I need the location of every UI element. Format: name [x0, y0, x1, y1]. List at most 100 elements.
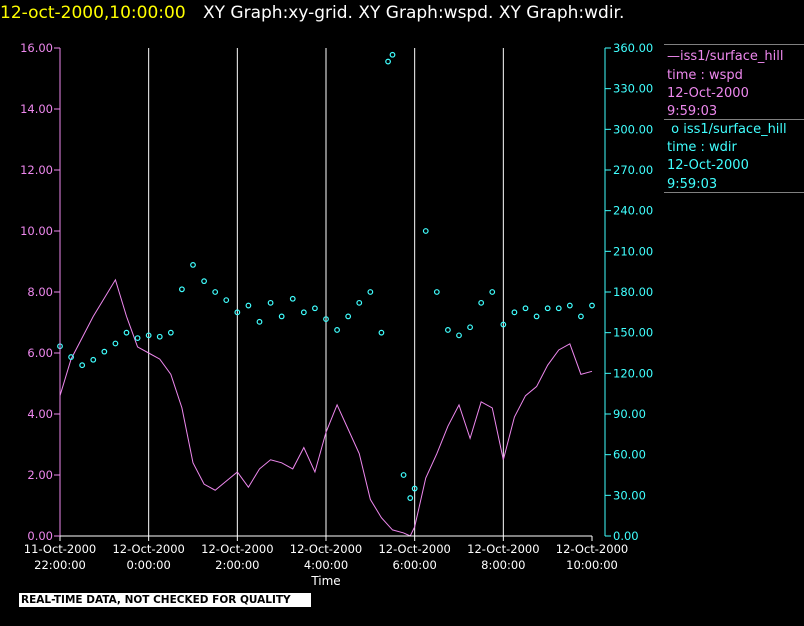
wdir-point — [68, 354, 74, 360]
legend-wspd-var: time : wspd — [667, 68, 743, 83]
right-y-tick-label: 270.00 — [613, 163, 653, 177]
wdir-point — [407, 495, 414, 501]
wdir-point — [467, 324, 473, 331]
x-axis-label: Time — [310, 574, 340, 588]
right-y-tick-label: 360.00 — [613, 41, 653, 55]
wdir-point — [456, 332, 462, 339]
wdir-point — [411, 485, 418, 492]
wdir-point — [385, 58, 391, 65]
wdir-point — [167, 329, 174, 336]
legend-wspd-series: —iss1/surface_hill — [667, 49, 784, 64]
wdir-point — [234, 309, 241, 316]
x-tick-label: 22:00:00 — [34, 558, 86, 572]
title-timestamp: 12-oct-2000,10:00:00 — [0, 3, 186, 23]
legend-wspd-time: 9:59:03 — [667, 104, 718, 119]
wdir-point — [589, 302, 595, 309]
left-y-tick-label: 8.00 — [27, 285, 53, 299]
right-y-tick-label: 30.00 — [613, 488, 646, 502]
wdir-point — [179, 286, 185, 293]
wdir-point — [566, 302, 573, 309]
wspd-series — [59, 278, 593, 537]
x-tick-label: 4:00:00 — [304, 558, 348, 572]
wdir-point — [522, 305, 529, 312]
title-bar: 12-oct-2000,10:00:00 XY Graph:xy-grid. X… — [0, 0, 804, 30]
legend-wdir-time: 9:59:03 — [667, 177, 718, 192]
wdir-point — [278, 313, 285, 320]
x-tick-label: 0:00:00 — [126, 558, 170, 572]
right-y-tick-label: 60.00 — [613, 448, 646, 462]
right-y-tick-label: 0.00 — [613, 529, 639, 543]
wdir-point — [156, 333, 163, 340]
legend-wdir-date: 12-Oct-2000 — [667, 158, 749, 173]
x-tick-label: 12-Oct-2000 — [378, 542, 450, 556]
axis-labels: 11-Oct-2000 22:00:00 12-Oct-2000 0:00:00 12-… — [20, 41, 653, 588]
wdir-point — [101, 348, 108, 355]
wdir-point — [79, 362, 86, 369]
left-y-tick-label: 6.00 — [27, 346, 53, 360]
legend-divider — [664, 44, 804, 45]
x-tick-label: 2:00:00 — [215, 558, 259, 572]
left-y-tick-label: 12.00 — [20, 163, 53, 177]
wdir-point — [400, 472, 407, 478]
wdir-point — [533, 313, 540, 320]
left-y-tick-label: 10.00 — [20, 224, 53, 238]
quality-banner: REAL-TIME DATA, NOT CHECKED FOR QUALITY — [19, 593, 311, 607]
wdir-point — [555, 305, 562, 312]
wdir-point — [578, 313, 584, 320]
wdir-point — [500, 321, 507, 328]
left-y-tick-label: 0.00 — [27, 529, 53, 543]
wdir-point — [256, 318, 263, 325]
wdir-point — [145, 332, 152, 339]
wdir-point — [367, 289, 374, 295]
legend-wdir-series: o iss1/surface_hill — [667, 122, 787, 137]
right-y-tick-label: 240.00 — [613, 204, 653, 218]
wdir-point — [489, 289, 496, 295]
wdir-point — [378, 329, 385, 336]
wdir-point — [544, 305, 551, 312]
wdir-point — [245, 302, 252, 309]
wdir-point — [389, 51, 396, 58]
right-y-tick-label: 120.00 — [613, 366, 653, 380]
wdir-point — [478, 299, 485, 306]
wdir-point — [212, 289, 219, 295]
right-y-tick-label: 210.00 — [613, 244, 653, 258]
wdir-point — [445, 327, 451, 333]
left-y-tick-label: 14.00 — [20, 102, 53, 116]
wdir-point — [356, 299, 363, 306]
left-y-tick-label: 2.00 — [27, 468, 53, 482]
x-tick-label: 12-Oct-2000 — [467, 542, 539, 556]
legend-wdir-var: time : wdir — [667, 140, 737, 155]
wdir-point — [123, 329, 130, 336]
axes — [54, 47, 611, 541]
wdir-point — [201, 278, 207, 285]
grid-lines — [148, 48, 504, 536]
wdir-point — [334, 327, 340, 333]
x-tick-label: 12-Oct-2000 — [112, 542, 184, 556]
x-tick-label: 10:00:00 — [566, 558, 618, 572]
wdir-point — [267, 299, 274, 306]
right-y-tick-label: 150.00 — [613, 326, 653, 340]
wdir-point — [323, 316, 329, 323]
legend-wspd-date: 12-Oct-2000 — [667, 86, 749, 101]
wdir-point — [422, 228, 429, 234]
wdir-point — [134, 335, 141, 341]
wdir-point — [190, 261, 196, 268]
wdir-point — [300, 309, 307, 316]
x-tick-label: 12-Oct-2000 — [201, 542, 273, 556]
x-tick-label: 12-Oct-2000 — [556, 542, 628, 556]
wdir-point — [289, 295, 296, 302]
wdir-point — [312, 305, 318, 312]
wdir-series — [57, 51, 595, 501]
wdir-point — [345, 313, 352, 320]
wdir-point — [223, 297, 230, 304]
wdir-point — [90, 356, 97, 363]
right-y-tick-label: 90.00 — [613, 407, 646, 421]
x-tick-label: 8:00:00 — [481, 558, 525, 572]
wdir-point — [511, 309, 518, 316]
x-tick-label: 6:00:00 — [392, 558, 436, 572]
right-y-tick-label: 330.00 — [613, 82, 653, 96]
wdir-point — [433, 289, 440, 295]
legend-divider — [664, 192, 804, 193]
right-y-tick-label: 300.00 — [613, 122, 653, 136]
